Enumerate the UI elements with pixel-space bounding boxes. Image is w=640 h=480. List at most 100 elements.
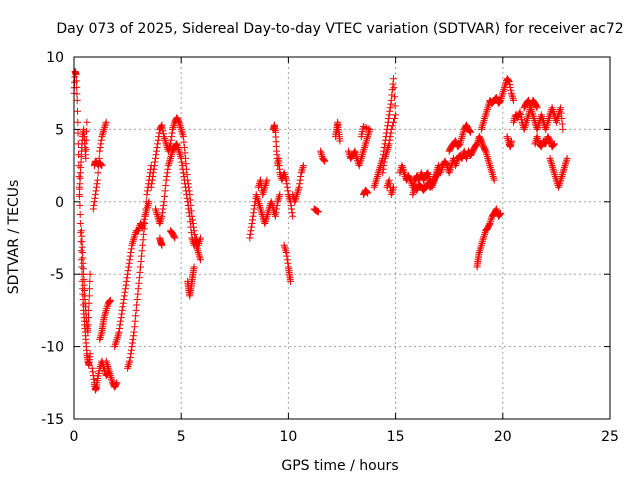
data-point: [291, 198, 299, 206]
data-point: [276, 191, 284, 199]
data-point: [261, 183, 269, 191]
data-point: [91, 191, 99, 199]
data-point: [264, 209, 272, 217]
data-point: [142, 198, 150, 206]
data-point: [169, 125, 177, 133]
data-point: [86, 285, 93, 293]
data-point: [171, 234, 179, 242]
data-point: [257, 176, 264, 184]
data-point: [363, 124, 371, 132]
data-point: [551, 173, 559, 180]
data-point: [486, 162, 494, 170]
data-point: [282, 247, 290, 255]
data-point: [533, 104, 541, 112]
data-point: [373, 174, 381, 182]
data-point: [95, 162, 103, 170]
data-point: [483, 107, 491, 115]
data-point: [124, 267, 132, 275]
data-point: [75, 173, 83, 180]
data-point: [515, 110, 523, 117]
data-point: [78, 256, 85, 264]
data-point: [180, 144, 188, 151]
data-point: [82, 145, 90, 153]
data-point: [314, 208, 322, 216]
data-point: [197, 256, 204, 264]
data-point: [86, 350, 94, 358]
data-point: [176, 151, 184, 159]
data-point: [84, 328, 92, 336]
data-point: [73, 96, 81, 104]
data-point: [179, 133, 187, 141]
data-point: [112, 337, 120, 345]
data-point: [299, 162, 307, 170]
data-point: [391, 93, 398, 101]
x-tick-label: 0: [70, 429, 79, 445]
data-point: [484, 156, 492, 164]
data-point: [387, 129, 395, 137]
data-point: [478, 140, 486, 148]
data-point: [507, 86, 515, 94]
data-point: [534, 124, 542, 132]
data-point: [143, 203, 151, 211]
data-point: [482, 147, 490, 155]
data-point: [261, 220, 269, 227]
data-point: [170, 233, 178, 241]
data-point: [124, 364, 132, 372]
data-point: [490, 176, 498, 184]
data-point: [257, 205, 264, 213]
plot-frame: [73, 56, 611, 420]
data-point: [102, 118, 110, 126]
data-point: [413, 186, 421, 194]
data-point: [556, 180, 564, 188]
y-tick-label: 5: [55, 122, 64, 138]
data-point: [390, 183, 397, 191]
data-point: [93, 180, 101, 188]
data-point: [130, 234, 138, 242]
data-point: [247, 223, 255, 231]
data-point: [139, 236, 147, 244]
data-point: [176, 122, 184, 130]
data-point: [113, 334, 121, 342]
y-tick-label: -10: [41, 340, 64, 356]
data-point: [132, 312, 140, 320]
data-point: [117, 317, 125, 325]
data-point: [111, 343, 119, 351]
data-point: [86, 277, 94, 285]
data-point: [544, 118, 552, 126]
data-point: [560, 163, 568, 171]
data-point: [391, 102, 399, 110]
data-point: [388, 122, 396, 130]
tick-layer: 0 5 10 15 20 25 -15 -10 -5 0 5 10: [41, 50, 619, 445]
data-point: [103, 303, 111, 311]
data-point: [113, 379, 121, 387]
data-point: [153, 209, 160, 217]
chart-title: Day 073 of 2025, Sidereal Day-to-day VTE…: [56, 21, 623, 37]
data-point: [139, 221, 147, 229]
data-point: [151, 158, 159, 166]
data-point: [274, 196, 282, 204]
data-layer: [70, 68, 571, 394]
data-point: [389, 80, 397, 88]
data-point: [550, 140, 558, 148]
data-point: [82, 154, 90, 162]
data-point: [435, 169, 442, 177]
data-point: [486, 220, 494, 227]
data-point: [173, 142, 181, 150]
data-point: [158, 241, 166, 249]
data-point: [140, 225, 148, 233]
data-point: [74, 107, 81, 115]
data-point: [410, 180, 418, 188]
data-point: [297, 173, 305, 180]
data-point: [508, 91, 516, 99]
data-point: [85, 299, 93, 307]
data-point: [529, 111, 537, 119]
data-point: [273, 201, 281, 209]
data-point: [121, 288, 129, 296]
data-point: [381, 154, 389, 162]
data-point: [140, 215, 148, 223]
data-point: [538, 113, 546, 121]
data-point: [488, 167, 495, 175]
data-point: [78, 263, 86, 271]
data-point: [283, 256, 291, 264]
data-point: [508, 93, 516, 101]
